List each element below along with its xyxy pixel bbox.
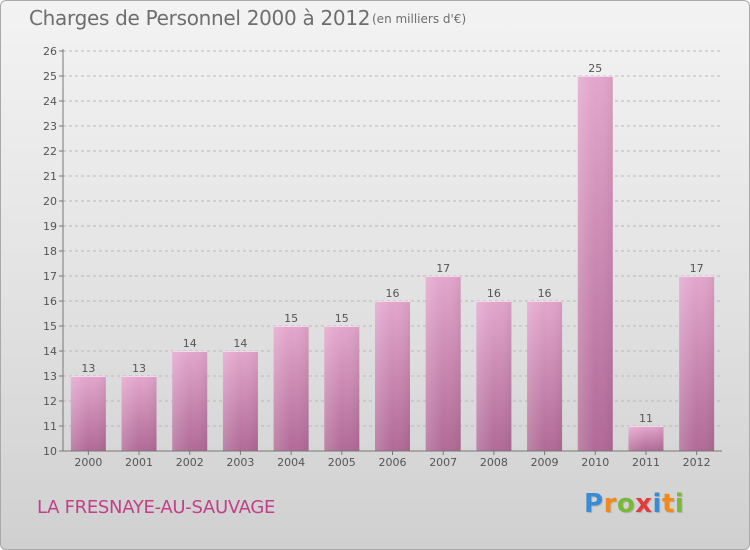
x-tick-label: 2010 <box>581 456 609 469</box>
data-label: 25 <box>588 62 602 75</box>
bar-shine <box>425 276 461 451</box>
bar-shine <box>324 326 360 451</box>
bar-shine <box>679 276 715 451</box>
x-tick-label: 2004 <box>277 456 305 469</box>
bar-shine <box>375 301 410 451</box>
x-tick-label: 2002 <box>176 456 204 469</box>
y-tick-label: 23 <box>43 120 57 133</box>
y-tick-label: 19 <box>43 220 57 233</box>
data-label: 16 <box>487 287 501 300</box>
data-label: 14 <box>183 337 197 350</box>
bar-shine <box>476 301 512 451</box>
x-tick-label: 2011 <box>632 456 660 469</box>
y-tick-label: 17 <box>43 270 57 283</box>
y-tick-label: 25 <box>43 70 57 83</box>
y-tick-label: 14 <box>43 345 57 358</box>
data-label: 13 <box>132 362 146 375</box>
bar-shine <box>121 376 157 451</box>
bar-shine <box>70 376 106 451</box>
y-tick-label: 11 <box>43 420 57 433</box>
data-label: 11 <box>639 412 653 425</box>
y-tick-label: 18 <box>43 245 57 258</box>
x-tick-label: 2003 <box>226 456 254 469</box>
y-tick-label: 22 <box>43 145 57 158</box>
y-tick-label: 24 <box>43 95 57 108</box>
x-tick-label: 2008 <box>480 456 508 469</box>
x-tick-label: 2006 <box>379 456 407 469</box>
y-tick-label: 26 <box>43 45 57 58</box>
y-tick-label: 15 <box>43 320 57 333</box>
data-label: 15 <box>335 312 349 325</box>
y-tick-label: 16 <box>43 295 57 308</box>
x-tick-label: 2007 <box>429 456 457 469</box>
bar-shine <box>527 301 563 451</box>
bars: 13 13 14 14 15 15 16 17 16 16 25 11 17 <box>70 62 715 451</box>
y-tick-label: 21 <box>43 170 57 183</box>
data-label: 16 <box>386 287 400 300</box>
bar-shine <box>172 351 208 451</box>
chart-subtitle: (en milliers d'€) <box>372 12 467 26</box>
chart-title: Charges de Personnel 2000 à 2012 <box>29 6 371 30</box>
x-tick-label: 2000 <box>74 456 102 469</box>
axes: 10 11 12 13 14 15 16 17 18 19 20 21 22 23 24 25 26 2000 20… <box>43 45 722 469</box>
x-tick-label: 2009 <box>531 456 559 469</box>
x-tick-label: 2001 <box>125 456 153 469</box>
data-label: 14 <box>233 337 247 350</box>
data-label: 15 <box>284 312 298 325</box>
y-tick-label: 12 <box>43 395 57 408</box>
data-label: 17 <box>690 262 704 275</box>
commune-name: LA FRESNAYE-AU-SAUVAGE <box>37 497 276 518</box>
bar-shine <box>222 351 258 451</box>
data-label: 13 <box>81 362 95 375</box>
data-label: 17 <box>436 262 450 275</box>
bar-shine <box>628 426 664 451</box>
y-tick-label: 10 <box>43 445 57 458</box>
bar-shine <box>577 76 613 451</box>
bar-shine <box>273 326 309 451</box>
y-tick-label: 13 <box>43 370 57 383</box>
y-tick-label: 20 <box>43 195 57 208</box>
data-label: 16 <box>538 287 552 300</box>
x-tick-label: 2005 <box>328 456 356 469</box>
proxiti-logo: Proxiti <box>584 489 685 519</box>
x-tick-label: 2012 <box>683 456 711 469</box>
